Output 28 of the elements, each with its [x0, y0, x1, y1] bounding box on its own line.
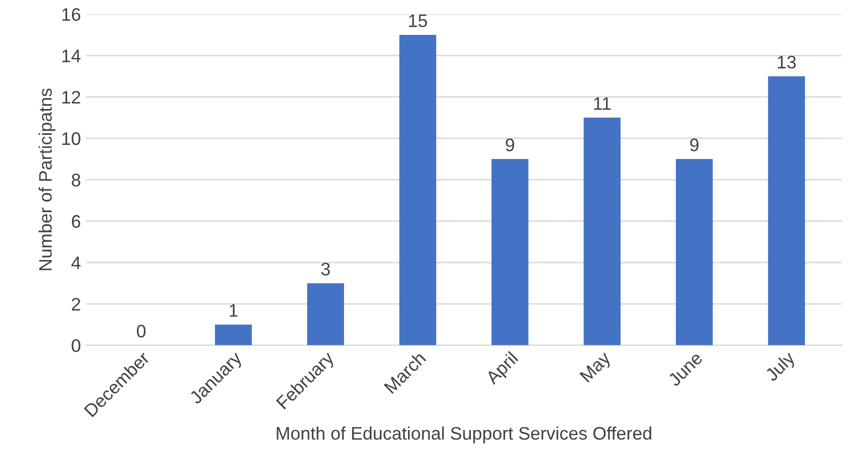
y-tick-label: 2: [72, 298, 80, 310]
data-label: 13: [778, 56, 796, 69]
y-tick-label: 14: [62, 50, 81, 62]
y-tick-label: 16: [62, 8, 80, 21]
y-tick-label: 10: [62, 132, 80, 146]
bar: [676, 159, 713, 346]
data-label: 3: [321, 262, 330, 276]
bar: [399, 34, 436, 346]
y-tick-label: 0: [72, 339, 80, 352]
data-label: 15: [409, 14, 428, 28]
bar: [768, 76, 805, 346]
bar: [307, 283, 344, 346]
data-label: 9: [690, 138, 698, 152]
data-label: 11: [594, 97, 611, 110]
data-label: 9: [506, 138, 514, 152]
data-label: 0: [136, 324, 146, 338]
bar: [584, 118, 621, 346]
data-label: 1: [230, 304, 238, 317]
y-tick-label: 8: [72, 174, 80, 186]
y-tick-label: 6: [72, 215, 80, 228]
x-axis-title: Month of Educational Support Services Offered: [276, 426, 652, 444]
y-axis-title: Number of Participatns: [38, 88, 56, 270]
y-tick-label: 4: [71, 256, 81, 270]
y-tick-label: 12: [62, 90, 80, 104]
bar: [214, 324, 252, 346]
x-tick-label: July: [764, 350, 798, 385]
x-tick-label: May: [580, 350, 614, 386]
bar: [492, 159, 528, 346]
